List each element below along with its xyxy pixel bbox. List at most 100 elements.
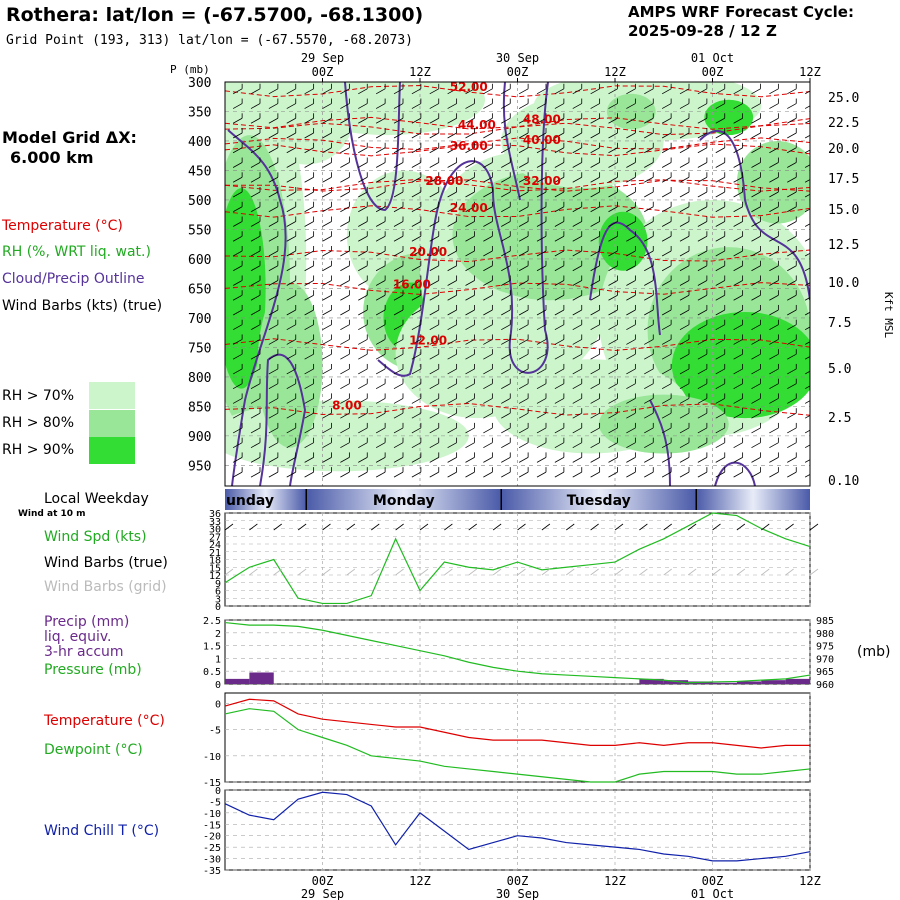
- pressure-line: [224, 621, 811, 684]
- legend-wind-barbs: Wind Barbs (kts) (true): [2, 298, 163, 314]
- wind-barb: [661, 147, 672, 154]
- wind-barb: [536, 471, 547, 478]
- wind-barb: [465, 265, 475, 272]
- wind-barb: [626, 368, 636, 375]
- kft-tick-8: 5.0: [828, 362, 851, 377]
- top-date-0: 29 Sep: [301, 51, 344, 65]
- wind-barb: [590, 294, 600, 301]
- grid-wind-barb: [492, 568, 502, 576]
- surface-wind-barb: [761, 523, 770, 531]
- wind-barb: [608, 339, 618, 345]
- precip-panel-rtick-960: 960: [816, 680, 834, 691]
- grid-wind-barb: [517, 568, 526, 576]
- wind-barb: [733, 368, 743, 375]
- wind-barb: [715, 88, 725, 95]
- wind-barb: [554, 383, 565, 390]
- wind-barb: [501, 383, 511, 390]
- wind-barb: [679, 324, 690, 331]
- wind-barb: [447, 324, 457, 331]
- wind-barb: [626, 132, 636, 139]
- wind-barb: [590, 309, 600, 316]
- wind-barb: [608, 294, 618, 301]
- wind-barb: [787, 88, 797, 95]
- wind-barb: [358, 235, 368, 242]
- wind-barb: [787, 162, 797, 168]
- wind-barb: [518, 176, 529, 183]
- wind-barb: [590, 353, 600, 360]
- forecast-cycle-value: 2025-09-28 / 12 Z: [628, 22, 777, 40]
- wind-barb: [554, 147, 565, 154]
- wind-barb: [518, 294, 529, 301]
- wind-barb: [250, 294, 261, 301]
- wind-barb: [697, 294, 708, 301]
- wind-barb: [429, 88, 439, 95]
- wind-barb: [340, 339, 350, 345]
- wind-barb: [679, 442, 690, 449]
- wind-barb: [340, 427, 350, 434]
- grid-wind-barb: [639, 568, 648, 576]
- wind-barb: [250, 324, 261, 331]
- wind-barb: [268, 309, 279, 316]
- wind-barb: [554, 88, 565, 95]
- wind-barb: [572, 132, 582, 139]
- kft-axis-title: Kft MSL: [882, 292, 895, 339]
- legend-rh70-label: RH > 70%: [2, 388, 75, 404]
- top-time-tick-1: 12Z: [409, 65, 431, 79]
- wind-barb: [626, 191, 636, 198]
- wind-barb: [340, 309, 350, 316]
- wind-barb: [733, 294, 743, 301]
- wind-barb: [626, 103, 636, 109]
- wind-barb: [715, 427, 725, 434]
- wind-barb: [447, 176, 457, 183]
- wind-barb: [429, 191, 439, 198]
- top-date-1: 30 Sep: [496, 51, 539, 65]
- wind-barb: [250, 147, 261, 154]
- wind-barb: [697, 324, 708, 331]
- wind-barb: [322, 176, 332, 183]
- wind-barb: [340, 103, 350, 109]
- wind-barb: [322, 383, 332, 390]
- wind-barb: [483, 250, 493, 257]
- wind-barb: [572, 324, 582, 331]
- wind-barb: [608, 368, 618, 375]
- wind-barb: [304, 162, 314, 168]
- temperature-label-7: 24.00: [450, 201, 488, 215]
- rh-region-23: [598, 394, 729, 454]
- wind-barb: [679, 191, 690, 198]
- wind-barb: [483, 324, 493, 331]
- wind-barb: [751, 235, 761, 242]
- wind-barb: [697, 147, 708, 154]
- wind-barb: [483, 103, 493, 109]
- wind-barb: [769, 88, 779, 95]
- wind-barb: [787, 176, 797, 183]
- wind-barb: [304, 412, 314, 419]
- kft-tick-3: 17.5: [828, 172, 859, 187]
- wind-barb: [322, 191, 332, 198]
- temperature-isoline-9: [225, 282, 810, 295]
- wind-barb: [697, 88, 708, 95]
- temperature-isoline-10: [225, 338, 810, 351]
- wind-barb: [733, 88, 743, 95]
- wind-barb: [393, 353, 404, 360]
- wind-barb: [429, 383, 439, 390]
- wind-barb: [340, 176, 350, 183]
- wind-panel-tick-0: 0: [215, 602, 221, 613]
- wind-barb: [250, 162, 261, 168]
- wind-barb: [322, 309, 332, 316]
- legend-precip-accum: 3-hr accum: [44, 644, 124, 660]
- wind-barb: [286, 353, 296, 360]
- wind-barb: [787, 280, 797, 286]
- wind-barb: [286, 162, 296, 168]
- wind-barb: [250, 383, 261, 390]
- wind-barb: [518, 117, 529, 124]
- kft-tick-4: 15.0: [828, 203, 859, 218]
- legend-rh80-label: RH > 80%: [2, 415, 75, 431]
- wind-barb: [554, 368, 565, 375]
- wind-barb: [661, 309, 672, 316]
- wind-barb: [733, 250, 743, 257]
- cloud-outline-4: [502, 82, 521, 201]
- wind-barb: [465, 147, 475, 154]
- wind-barb: [644, 265, 654, 272]
- wind-barb: [733, 427, 743, 434]
- pressure-axis-title: P (mb): [170, 63, 210, 76]
